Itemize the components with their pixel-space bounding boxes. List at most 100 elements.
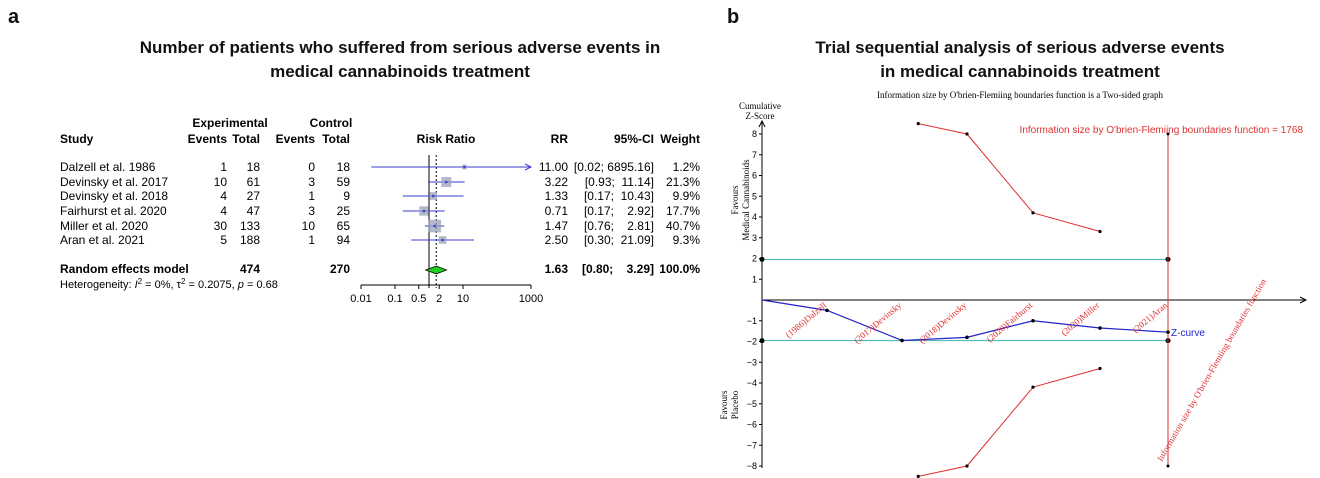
z-curve-point (965, 335, 969, 340)
row-ci: [0.93; 11.14] (585, 175, 654, 189)
row-rr: 0.71 (545, 204, 569, 218)
study-point (463, 165, 466, 169)
upper-monitoring-boundary (918, 123, 1101, 233)
forest-row: Dalzell et al. 1986 1 18 0 18 11.00 [0.0… (60, 160, 700, 174)
tsa-y-tick-label: 6 (752, 171, 757, 181)
row-exp-events: 30 (214, 219, 228, 233)
tsa-y-tick-label: −1 (747, 316, 757, 326)
pooled-label: Random effects model (60, 262, 189, 276)
panel-a-letter: a (8, 6, 20, 28)
row-exp-total: 18 (247, 160, 261, 174)
heterogeneity-text: Heterogeneity: I2 = 0%, τ2 = 0.2075, p =… (60, 277, 278, 291)
tsa-title-line1: Trial sequential analysis of serious adv… (815, 38, 1225, 57)
forest-row: Devinsky et al. 2018 4 27 1 9 1.33 [0.17… (60, 189, 700, 203)
boundary-point (916, 474, 920, 478)
tsa-y-tick-label: −7 (747, 440, 757, 450)
forest-row: Devinsky et al. 2017 10 61 3 59 3.22 [0.… (60, 175, 700, 189)
row-ci: [0.17; 2.92] (584, 204, 654, 218)
header-exp-total: Total (232, 132, 260, 146)
row-ctrl-events: 3 (308, 175, 315, 189)
forest-x-tick-label: 0.01 (350, 293, 371, 305)
tsa-ylabel-line2: Z-Score (746, 111, 775, 121)
z-curve-point (900, 338, 904, 343)
header-control: Control (310, 116, 353, 130)
pooled-exp-total: 474 (240, 262, 260, 276)
study-point (431, 194, 435, 198)
forest-row: Aran et al. 2021 5 188 1 94 2.50 [0.30; … (60, 233, 700, 247)
tsa-graphics: 8 7 6 5 4 3 2 1 −1 −2 −3 −4 −5 −6 −7 −8 Z-curve (1986)Dal… (747, 119, 1308, 478)
study-point (422, 209, 426, 213)
row-exp-events: 1 (220, 160, 227, 174)
z-curve-point (1031, 318, 1035, 323)
tsa-title: Trial sequential analysis of serious adv… (720, 36, 1320, 84)
tsa-y-tick-label: 8 (752, 129, 757, 139)
row-ci: [0.17; 10.43] (584, 189, 654, 203)
boundary-point (1031, 385, 1035, 389)
row-weight: 9.3% (673, 233, 701, 247)
forest-row: Miller et al. 2020 30 133 10 65 1.47 [0.… (60, 219, 700, 233)
tsa-y-tick-label: −3 (747, 357, 757, 367)
boundary-point (1098, 366, 1102, 371)
forest-plot: Experimental Control Study Events Total … (60, 116, 700, 305)
row-weight: 21.3% (666, 175, 700, 189)
forest-plot-title-line1: Number of patients who suffered from ser… (139, 38, 661, 57)
study-point (441, 238, 444, 242)
row-weight: 17.7% (666, 204, 700, 218)
row-exp-events: 5 (220, 233, 227, 247)
panel-b-letter: b (727, 6, 740, 28)
header-exp-events: Events (188, 132, 228, 146)
ci-arrow (524, 163, 533, 171)
row-rr: 2.50 (545, 233, 569, 247)
header-experimental: Experimental (192, 116, 267, 130)
row-study: Dalzell et al. 1986 (60, 160, 156, 174)
pooled-rr: 1.63 (545, 262, 569, 276)
forest-headers: Experimental Control Study Events Total … (60, 116, 700, 146)
row-exp-events: 4 (220, 189, 227, 203)
study-point (444, 180, 448, 184)
z-curve-point (1098, 326, 1102, 330)
z-curve-point (1166, 330, 1170, 334)
boundary-marker (759, 338, 765, 344)
row-ctrl-events: 0 (308, 160, 315, 174)
row-ctrl-total: 25 (337, 204, 351, 218)
row-weight: 9.9% (673, 189, 701, 203)
pooled-ci: [0.80; 3.29] (582, 262, 654, 276)
tsa-y-tick-label: −8 (747, 461, 757, 471)
row-ctrl-total: 65 (337, 219, 351, 233)
forest-x-tick-label: 0.1 (387, 293, 402, 305)
tsa-title-line2: in medical cannabinoids treatment (880, 62, 1160, 81)
row-weight: 1.2% (673, 160, 701, 174)
row-rr: 11.00 (539, 160, 568, 174)
row-study: Fairhurst et al. 2020 (60, 204, 167, 218)
row-ci: [0.30; 21.09] (584, 233, 654, 247)
tsa-y-tick-label: 3 (752, 233, 757, 243)
pooled-ctrl-total: 270 (330, 262, 350, 276)
z-curve-point (825, 308, 829, 313)
tsa-y-tick-label: 7 (752, 150, 757, 160)
row-exp-total: 27 (247, 189, 261, 203)
boundary-point (1031, 211, 1035, 215)
row-exp-total: 61 (247, 175, 261, 189)
row-study: Devinsky et al. 2018 (60, 189, 168, 203)
tsa-y-tick-label: −6 (747, 420, 757, 430)
row-exp-total: 47 (247, 204, 261, 218)
row-ctrl-total: 18 (337, 160, 351, 174)
header-risk-ratio: Risk Ratio (417, 132, 476, 146)
tsa-y-tick-label: 2 (752, 254, 757, 264)
header-rr: RR (551, 132, 569, 146)
forest-x-tick-label: 2 (436, 293, 442, 305)
trial-label: (2020)Miller (1059, 300, 1101, 338)
row-rr: 1.33 (545, 189, 569, 203)
header-ctrl-total: Total (322, 132, 350, 146)
trial-label: (1986)Dalzell (784, 300, 829, 340)
boundary-point (965, 464, 969, 468)
row-ctrl-total: 94 (337, 233, 351, 247)
forest-plot-title: Number of patients who suffered from ser… (0, 36, 800, 84)
row-study: Devinsky et al. 2017 (60, 175, 168, 189)
row-ci: [0.76; 2.81] (584, 219, 654, 233)
row-exp-total: 133 (240, 219, 260, 233)
lower-monitoring-boundary (918, 367, 1101, 477)
header-study: Study (60, 132, 94, 146)
pooled-weight: 100.0% (659, 262, 700, 276)
tsa-x-axis-arrow (1299, 296, 1308, 304)
